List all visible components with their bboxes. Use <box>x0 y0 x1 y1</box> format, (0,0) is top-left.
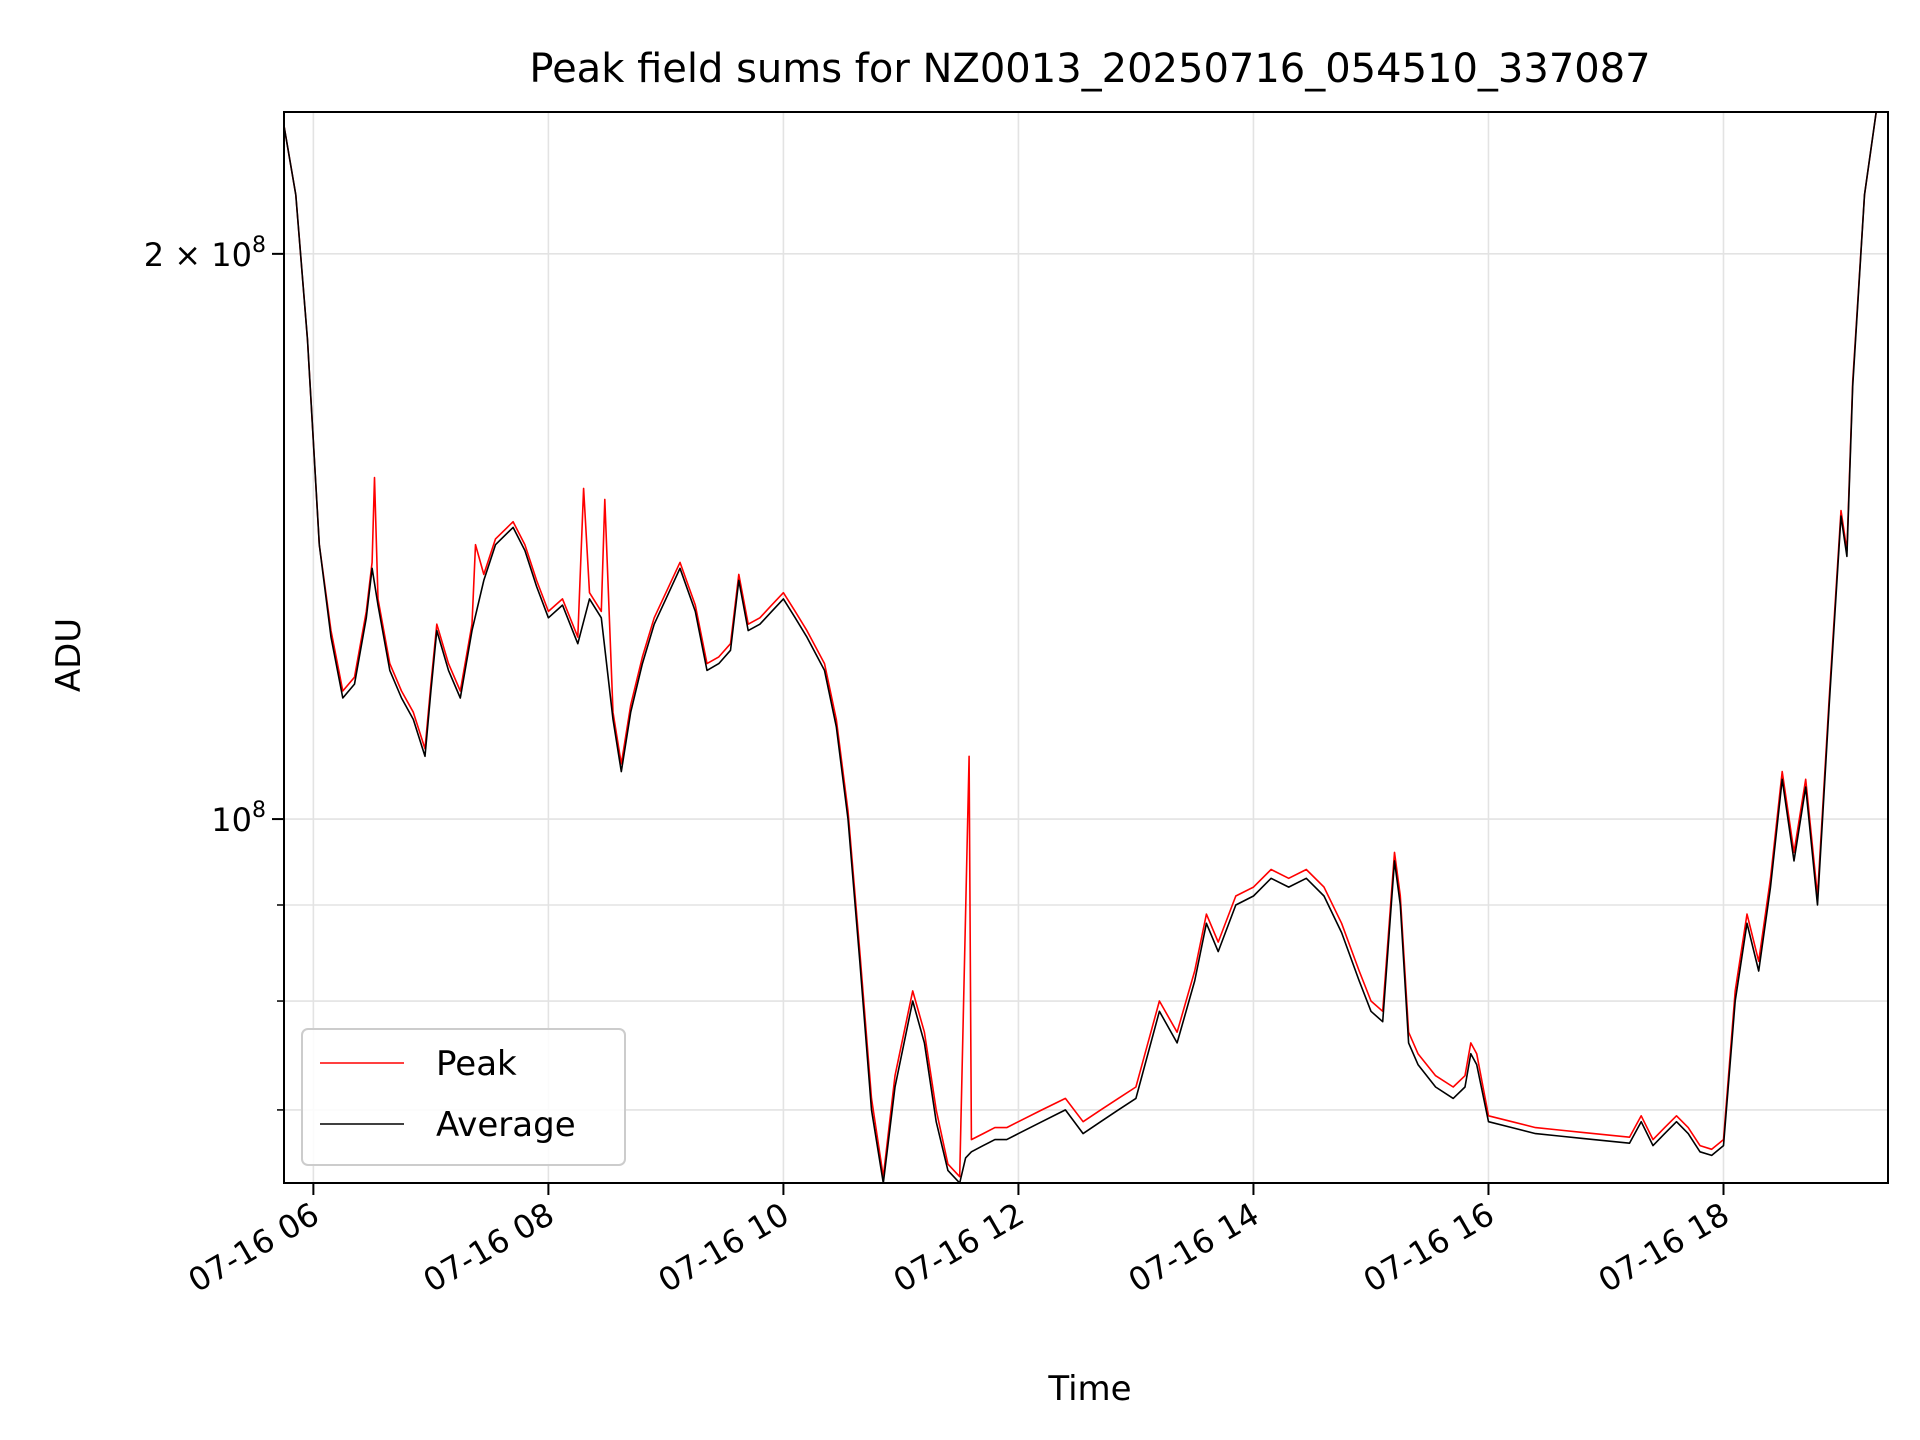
legend: Peak Average <box>301 1028 626 1166</box>
plot-area-frame <box>283 111 1889 1184</box>
series-lines <box>284 112 1877 1183</box>
x-axis-label: Time <box>1047 1369 1131 1409</box>
x-tick-label: 07-16 14 <box>1122 1195 1266 1300</box>
x-tick-label: 07-16 06 <box>182 1195 326 1300</box>
legend-label-peak: Peak <box>436 1044 517 1084</box>
x-tick-label: 07-16 12 <box>887 1195 1031 1300</box>
x-tick-label: 07-16 10 <box>652 1195 796 1300</box>
series-line-peak <box>284 112 1877 1178</box>
grid-lines <box>284 112 1888 1183</box>
y-tick-label: 108 <box>211 798 266 839</box>
x-tick-label: 07-16 16 <box>1357 1195 1501 1300</box>
y-axis-label: ADU <box>49 618 89 692</box>
series-line-average <box>284 112 1877 1183</box>
legend-label-average: Average <box>436 1105 576 1145</box>
y-tick-label: 2 × 108 <box>144 233 266 274</box>
x-tick-label: 07-16 08 <box>417 1195 561 1300</box>
chart-title: Peak field sums for NZ0013_20250716_0545… <box>529 46 1650 92</box>
x-tick-label: 07-16 18 <box>1592 1195 1736 1300</box>
